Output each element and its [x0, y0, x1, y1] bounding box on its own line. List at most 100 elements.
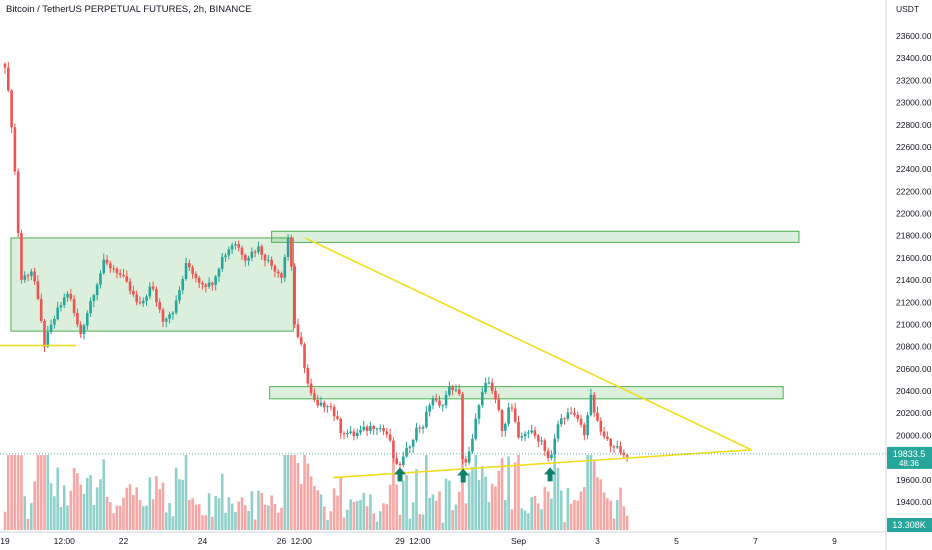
volume-bar [339, 477, 343, 530]
candle-body [411, 439, 415, 447]
volume-bar [372, 513, 375, 530]
candle-body [444, 394, 448, 406]
volume-bar [309, 476, 313, 530]
volume-bar [625, 515, 629, 530]
volume-bar [10, 455, 13, 530]
volume-bar [303, 455, 306, 530]
candle-body [194, 273, 198, 278]
volume-bar [191, 498, 194, 530]
candle-body [428, 405, 431, 412]
candle-body [89, 301, 92, 314]
candle-body [441, 405, 445, 407]
candle-body [398, 463, 402, 465]
candle-body [220, 257, 224, 269]
price-tick-label: 19600.00 [896, 475, 932, 485]
candle-body [612, 446, 616, 448]
candle-body [471, 438, 474, 452]
volume-bar [589, 455, 593, 530]
volume-bar [204, 515, 208, 530]
price-tick-label: 22000.00 [896, 209, 932, 219]
volume-bar [263, 505, 267, 530]
candle-body [230, 245, 234, 250]
candle-body [606, 436, 609, 439]
candle-body [421, 427, 425, 429]
last-price-badge [887, 446, 932, 469]
volume-bar [6, 455, 10, 530]
candle-body [553, 438, 557, 455]
candles-layer [3, 61, 629, 470]
volume-bar [527, 513, 530, 530]
candle-body [609, 438, 612, 447]
candle-body [392, 440, 395, 459]
volume-bar [332, 488, 336, 530]
volume-bar [105, 496, 109, 530]
candle-body [520, 436, 524, 438]
volume-bar [392, 458, 395, 530]
candle-body [76, 312, 79, 325]
volume-bar [556, 467, 560, 530]
volume-bar [520, 508, 524, 530]
volume-bar [418, 514, 422, 530]
price-tick-label: 19400.00 [896, 497, 932, 507]
volume-bar [401, 480, 405, 530]
price-tick-label: 21800.00 [896, 231, 932, 241]
volume-bar [178, 479, 181, 530]
volume-bar [375, 521, 379, 530]
volume-bar [247, 510, 250, 530]
volume-bar [201, 515, 204, 530]
time-tick-label: 12:00 [54, 536, 76, 546]
candle-body [438, 400, 441, 406]
candle-body [589, 394, 593, 416]
volume-bar [609, 500, 612, 530]
volume-bar [467, 472, 471, 530]
candle-body [480, 392, 484, 406]
candle-body [148, 286, 152, 297]
volume-bar [382, 503, 385, 530]
candle-body [559, 418, 563, 425]
volume-bar [602, 492, 606, 530]
volume-bar [181, 479, 185, 530]
volume-bar [342, 517, 346, 530]
candle-body [20, 232, 23, 280]
volume-bar [619, 487, 622, 530]
volume-bar [13, 455, 17, 530]
candle-body [365, 426, 369, 431]
volume-bar [510, 509, 514, 530]
time-axis: 19 12:00 22 24 26 12:00 29 12:00 Sep 3 5 7 9 [0, 536, 837, 546]
volume-bar [109, 502, 112, 530]
candle-body [286, 237, 290, 258]
candle-body [145, 296, 148, 301]
volume-bar [615, 499, 619, 530]
volume-bar [530, 497, 533, 530]
volume-bar [441, 522, 445, 530]
candle-body [576, 414, 580, 419]
price-tick-label: 20600.00 [896, 364, 932, 374]
time-tick-label: 26 [277, 536, 287, 546]
up-arrow-icon [457, 468, 470, 483]
volume-bar [26, 518, 30, 530]
volume-bar [43, 455, 46, 530]
candle-body [128, 281, 132, 291]
volume-bar [306, 463, 310, 530]
time-tick-label: 19 [0, 536, 10, 546]
time-tick-label: 7 [753, 536, 758, 546]
volume-bar [270, 495, 273, 530]
candle-body [290, 237, 293, 267]
price-tick-label: 21200.00 [896, 297, 932, 307]
volume-bar [76, 473, 79, 530]
price-tick-label: 22200.00 [896, 186, 932, 196]
volume-bar [398, 514, 402, 530]
candle-body [105, 259, 109, 264]
candle-body [214, 276, 217, 285]
volume-bar [583, 487, 586, 530]
volume-bar [3, 511, 7, 530]
volume-bar [102, 459, 106, 530]
volume-bar [596, 477, 599, 530]
price-axis: 23600.00 23400.00 23200.00 23000.00 22800.00… [896, 4, 932, 507]
volume-bar [329, 511, 333, 530]
candle-body [174, 300, 178, 313]
candle-body [158, 302, 162, 310]
last-price-value: 19833.5 [893, 449, 926, 459]
volume-bar [507, 456, 510, 530]
